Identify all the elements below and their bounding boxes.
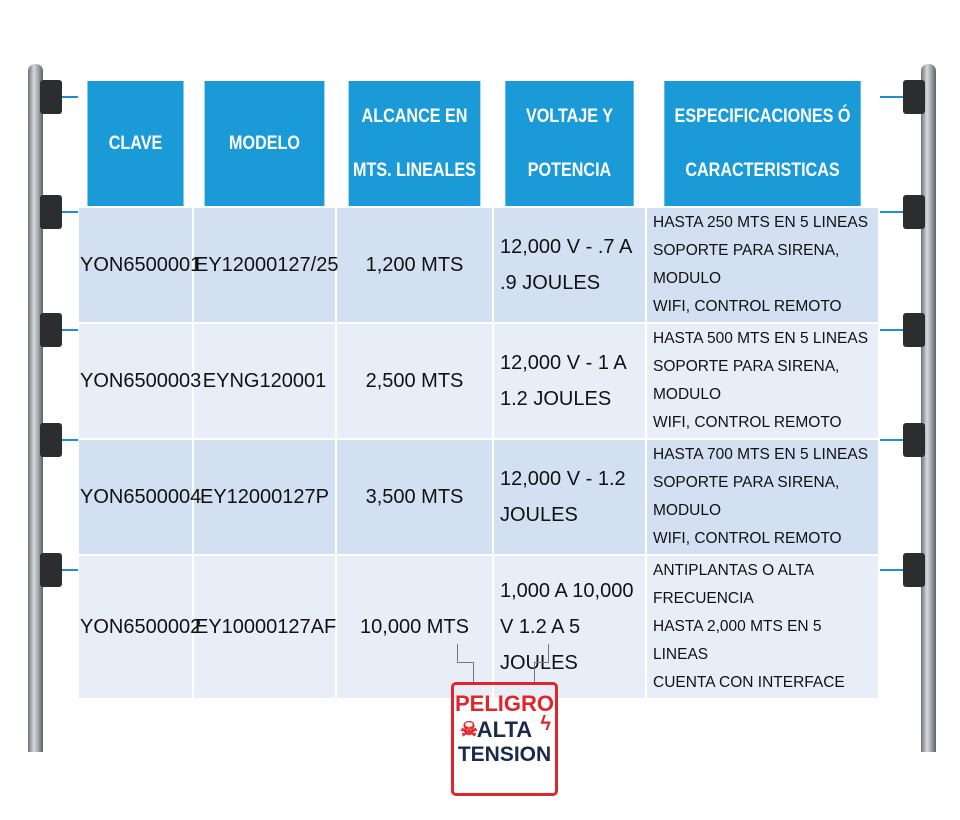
danger-sign: PELIGRO ☠ ALTA ϟ TENSION [451, 682, 558, 796]
right-fence-post [921, 64, 936, 752]
sign-hanger-left [457, 644, 474, 663]
insulator-icon [903, 195, 925, 229]
cell-voltaje: 12,000 V - 1 A 1.2 JOULES [494, 324, 645, 438]
cell-voltaje: 12,000 V - .7 A .9 JOULES [494, 208, 645, 322]
insulator-icon [40, 195, 62, 229]
table-row: YON6500002 EY10000127AF 10,000 MTS 1,000… [79, 556, 878, 698]
table-row: YON6500004 EY12000127P 3,500 MTS 12,000 … [79, 440, 878, 554]
header-clave: CLAVE [87, 81, 184, 206]
cell-specs: HASTA 700 MTS EN 5 LINEAS SOPORTE PARA SI… [647, 440, 878, 554]
spec-line: WIFI, CONTROL REMOTO [653, 530, 842, 547]
cell-specs: HASTA 250 MTS EN 5 LINEAS SOPORTE PARA SI… [647, 208, 878, 322]
cell-voltaje: 12,000 V - 1.2 JOULES [494, 440, 645, 554]
product-table: CLAVE MODELO ALCANCE EN MTS. LINEALES VO… [77, 79, 880, 700]
cell-modelo: EY12000127P [194, 440, 335, 554]
table-row: YON6500003 EYNG120001 2,500 MTS 12,000 V… [79, 324, 878, 438]
spec-line: HASTA 500 MTS EN 5 LINEAS [653, 330, 869, 347]
sign-tension: TENSION [457, 743, 552, 766]
left-fence-post [28, 64, 43, 752]
sign-alta: ALTA [476, 717, 533, 742]
fence-wire [62, 96, 78, 98]
cell-modelo: EY12000127/25 [194, 208, 338, 322]
cell-clave: YON6500004 [79, 440, 201, 554]
cell-specs: HASTA 500 MTS EN 5 LINEAS SOPORTE PARA SI… [647, 324, 878, 438]
cell-specs: ANTIPLANTAS O ALTA FRECUENCIA HASTA 2,000… [647, 556, 878, 698]
cell-alcance: 10,000 MTS [337, 556, 492, 698]
fence-wire [62, 211, 78, 213]
fence-wire [62, 569, 78, 571]
cell-voltaje: 1,000 A 10,000 V 1.2 A 5 JOULES [494, 556, 645, 698]
fence-wire [880, 211, 903, 213]
insulator-icon [40, 313, 62, 347]
spec-line: HASTA 700 MTS EN 5 LINEAS [653, 446, 869, 463]
sign-hanger-right [534, 644, 549, 663]
spec-line: SOPORTE PARA SIRENA, MODULO [653, 358, 840, 403]
fence-wire [880, 439, 903, 441]
header-modelo: MODELO [204, 81, 325, 206]
spec-line: SOPORTE PARA SIRENA, MODULO [653, 242, 840, 287]
fence-wire [880, 569, 903, 571]
cell-alcance: 2,500 MTS [337, 324, 492, 438]
cell-alcance: 1,200 MTS [337, 208, 492, 322]
insulator-icon [40, 553, 62, 587]
insulator-icon [903, 313, 925, 347]
sign-peligro: PELIGRO [454, 691, 554, 716]
header-especificaciones: ESPECIFICACIONES Ó CARACTERISTICAS [664, 81, 861, 206]
insulator-icon [903, 423, 925, 457]
table-header: CLAVE MODELO ALCANCE EN MTS. LINEALES VO… [79, 81, 878, 206]
insulator-icon [903, 553, 925, 587]
insulator-icon [40, 80, 62, 114]
insulator-icon [40, 423, 62, 457]
spec-line: HASTA 2,000 MTS EN 5 LINEAS [653, 618, 822, 663]
cell-alcance: 3,500 MTS [337, 440, 492, 554]
spec-line: HASTA 250 MTS EN 5 LINEAS [653, 214, 869, 231]
insulator-icon [903, 80, 925, 114]
skull-crossbones-icon: ☠ [460, 719, 478, 741]
cell-clave: YON6500001 [79, 208, 201, 322]
sign-hanger-left-drop [473, 662, 474, 684]
header-alcance: ALCANCE EN MTS. LINEALES [348, 81, 481, 206]
spec-line: WIFI, CONTROL REMOTO [653, 414, 842, 431]
cell-clave: YON6500002 [79, 556, 201, 698]
spec-line: CUENTA CON INTERFACE [653, 674, 845, 691]
fence-wire [880, 329, 903, 331]
table-row: YON6500001 EY12000127/25 1,200 MTS 12,00… [79, 208, 878, 322]
sign-hanger-right-drop [534, 662, 535, 684]
cell-modelo: EYNG120001 [194, 324, 335, 438]
spec-line: ANTIPLANTAS O ALTA FRECUENCIA [653, 562, 814, 607]
header-voltaje: VOLTAJE Y POTENCIA [505, 81, 634, 206]
cell-modelo: EY10000127AF [194, 556, 336, 698]
spec-line: SOPORTE PARA SIRENA, MODULO [653, 474, 840, 519]
cell-clave: YON6500003 [79, 324, 201, 438]
fence-wire [62, 329, 78, 331]
lightning-icon: ϟ [540, 713, 551, 735]
spec-line: WIFI, CONTROL REMOTO [653, 298, 842, 315]
fence-wire [62, 439, 78, 441]
fence-wire [880, 96, 903, 98]
